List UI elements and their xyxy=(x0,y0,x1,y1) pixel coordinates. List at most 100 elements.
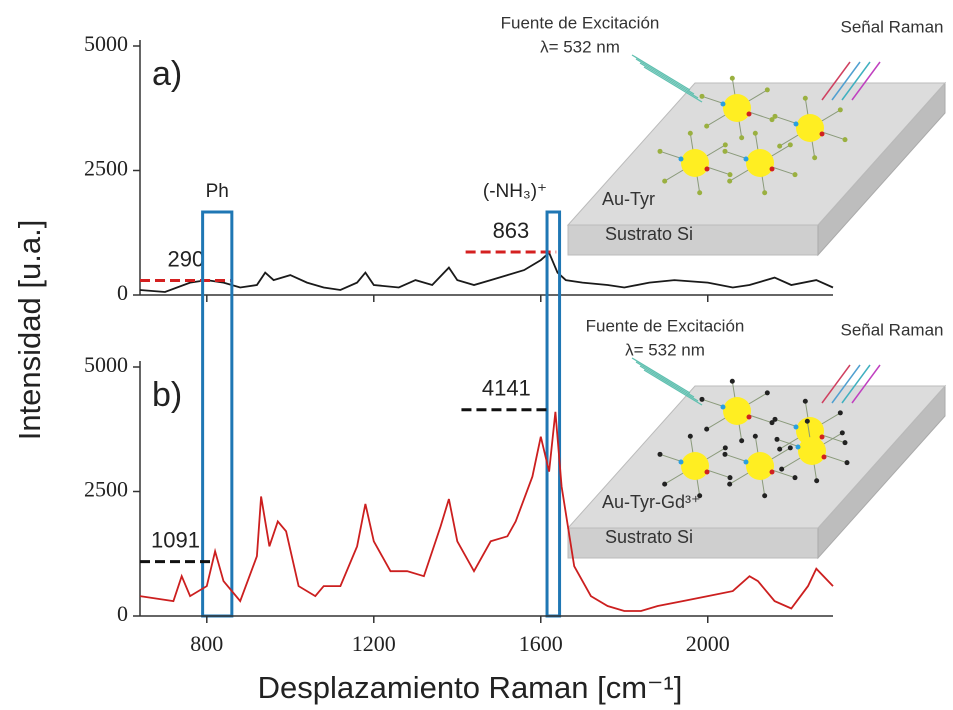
ligand-end xyxy=(739,135,745,141)
ligand-end xyxy=(704,426,710,432)
dot xyxy=(678,459,684,465)
panel-label: a) xyxy=(152,55,182,93)
dot xyxy=(743,459,749,465)
ligand-end xyxy=(729,75,735,81)
ligand-end xyxy=(727,481,733,487)
excitation-arrow xyxy=(643,369,703,406)
ligand-end xyxy=(842,137,848,143)
ligand-end xyxy=(727,475,733,481)
ligand-end xyxy=(729,378,735,384)
dot xyxy=(769,166,775,172)
nanoparticle xyxy=(681,149,709,177)
ligand-end xyxy=(762,493,768,499)
excitation-arrow xyxy=(635,58,695,95)
dot xyxy=(795,444,801,450)
ligand-end xyxy=(769,117,775,123)
raman-arrow xyxy=(831,61,861,101)
y-tick-label: 0 xyxy=(117,601,128,626)
dot xyxy=(746,111,752,117)
excitation-arrow xyxy=(639,62,699,99)
ligand-end xyxy=(687,433,693,439)
ligand-end xyxy=(697,493,703,499)
ligand-end xyxy=(762,190,768,196)
ligand-end xyxy=(787,142,793,148)
nanoparticle xyxy=(681,452,709,480)
x-tick-label: 1600 xyxy=(519,631,563,656)
raman-arrow xyxy=(841,61,871,101)
inset-substrate: Sustrato Si xyxy=(605,224,693,244)
inset-substrate: Sustrato Si xyxy=(605,527,693,547)
nanoparticle xyxy=(746,149,774,177)
x-axis-label: Desplazamiento Raman [cm⁻¹] xyxy=(258,670,683,705)
highlight-label: Ph xyxy=(206,181,229,202)
panel-label: b) xyxy=(152,376,182,414)
ligand-end xyxy=(662,178,668,184)
spectrum-line xyxy=(139,411,834,612)
raman-arrow xyxy=(851,364,881,404)
inset-wavelength: λ= 532 nm xyxy=(540,37,620,56)
ligand-end xyxy=(777,143,783,149)
y-tick-label: 0 xyxy=(117,280,128,305)
ligand-end xyxy=(814,478,820,484)
spectrum-line xyxy=(139,251,834,293)
inset-source: Fuente de Excitación xyxy=(586,316,745,335)
ligand-end xyxy=(842,440,848,446)
dot xyxy=(793,121,799,127)
dot xyxy=(746,414,752,420)
ligand-end xyxy=(752,130,758,136)
y-tick-label: 2500 xyxy=(84,477,128,502)
ligand-end xyxy=(662,481,668,487)
inset-signal: Señal Raman xyxy=(840,320,943,339)
inset-sample: Au-Tyr xyxy=(602,189,655,209)
ligand-end xyxy=(699,396,705,402)
reference-label: 1091 xyxy=(151,527,200,552)
dot xyxy=(704,166,710,172)
inset-sample: Au-Tyr-Gd³⁺ xyxy=(602,492,701,512)
ligand-end xyxy=(722,148,728,154)
reference-label: 863 xyxy=(493,218,530,243)
ligand-end xyxy=(764,87,770,93)
highlight-box xyxy=(201,210,234,618)
ligand-end xyxy=(687,130,693,136)
raman-arrow xyxy=(841,364,871,404)
ligand-end xyxy=(777,446,783,452)
excitation-arrow xyxy=(635,361,695,398)
dot xyxy=(704,469,710,475)
ligand-end xyxy=(837,410,843,416)
y-tick-label: 5000 xyxy=(84,352,128,377)
inset-wavelength: λ= 532 nm xyxy=(625,340,705,359)
nanoparticle xyxy=(796,114,824,142)
ligand-end xyxy=(792,475,798,481)
y-tick-label: 2500 xyxy=(84,156,128,181)
raman-arrow xyxy=(821,364,851,404)
excitation-arrow xyxy=(639,365,699,402)
ligand-end xyxy=(704,123,710,129)
ligand-end xyxy=(802,95,808,101)
ligand-end xyxy=(774,436,780,442)
excitation-arrow xyxy=(643,66,703,103)
excitation-arrow xyxy=(631,54,691,91)
ligand-end xyxy=(727,178,733,184)
dot xyxy=(819,131,825,137)
reference-label: 290 xyxy=(168,246,205,271)
excitation-arrow xyxy=(631,357,691,394)
highlight-label: (-NH₃)⁺ xyxy=(483,181,547,202)
dot xyxy=(743,156,749,162)
ligand-end xyxy=(837,107,843,113)
ligand-end xyxy=(722,451,728,457)
ligand-end xyxy=(739,438,745,444)
ligand-end xyxy=(722,445,728,451)
y-axis-label: Intensidad [u.a.] xyxy=(12,220,47,441)
ligand-end xyxy=(812,155,818,161)
ligand-end xyxy=(779,466,785,472)
x-tick-label: 800 xyxy=(190,631,223,656)
y-tick-label: 5000 xyxy=(84,31,128,56)
ligand-end xyxy=(772,416,778,422)
ligand-end xyxy=(792,172,798,178)
nanoparticle xyxy=(723,397,751,425)
inset-source: Fuente de Excitación xyxy=(501,13,660,32)
ligand-end xyxy=(699,93,705,99)
nanoparticle xyxy=(798,437,826,465)
